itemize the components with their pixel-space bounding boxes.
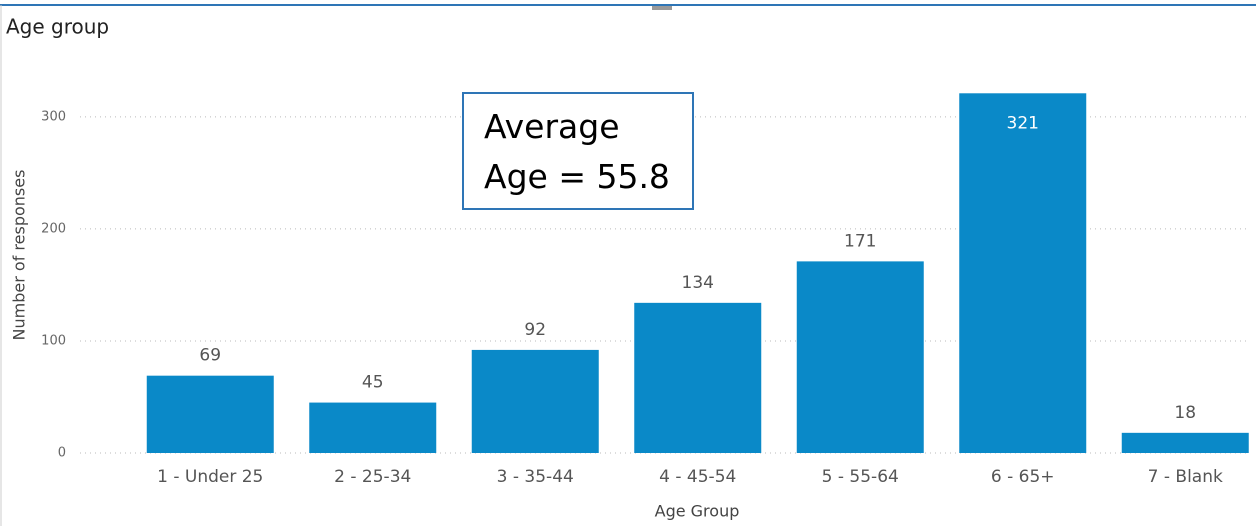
y-axis-label: Number of responses (10, 170, 29, 341)
y-tick-label: 0 (58, 446, 66, 461)
data-label: 69 (199, 346, 221, 366)
bar (309, 402, 437, 453)
data-label: 321 (1007, 113, 1039, 133)
data-label: 171 (844, 231, 876, 251)
drag-handle (652, 6, 672, 10)
data-label: 18 (1174, 403, 1196, 423)
annotation: Average Age = 55.8 (462, 92, 694, 210)
bar (146, 375, 274, 453)
data-label: 92 (524, 320, 546, 340)
data-label: 134 (682, 273, 714, 293)
bar (634, 302, 762, 453)
x-axis-label: Age Group (655, 502, 740, 521)
bar (959, 93, 1087, 454)
y-tick-label: 300 (41, 109, 66, 124)
x-tick-label: 5 - 55-64 (822, 467, 899, 487)
bar (1121, 432, 1249, 453)
x-tick-label: 1 - Under 25 (157, 467, 263, 487)
x-tick-label: 4 - 45-54 (659, 467, 736, 487)
data-label: 45 (362, 373, 384, 393)
chart-title: Age group (6, 15, 109, 39)
y-tick-label: 100 (41, 333, 66, 348)
x-tick-label: 6 - 65+ (991, 467, 1055, 487)
x-tick-label: 2 - 25-34 (334, 467, 411, 487)
bar (796, 261, 924, 453)
x-tick-label: 3 - 35-44 (497, 467, 574, 487)
x-tick-label: 7 - Blank (1148, 467, 1223, 487)
y-tick-label: 200 (41, 221, 66, 236)
bar (471, 349, 599, 453)
